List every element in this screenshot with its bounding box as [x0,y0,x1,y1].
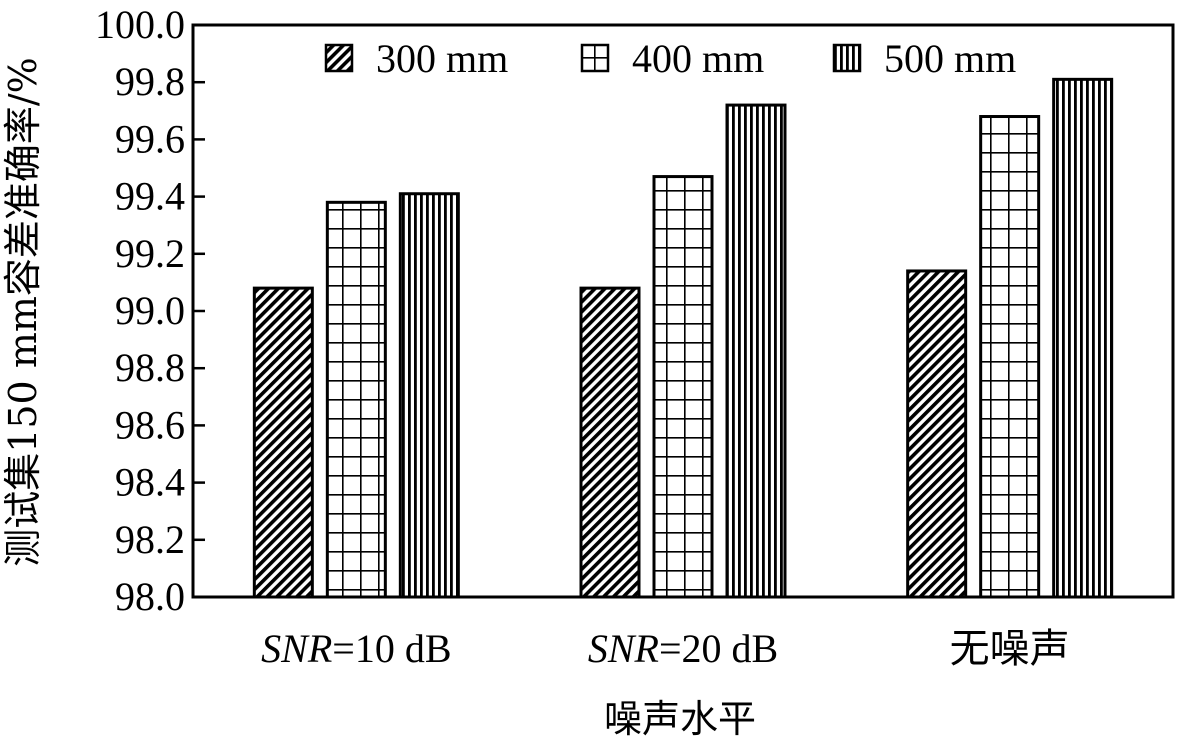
x-category-label: SNR=20 dB [588,626,778,671]
x-category-label: SNR=10 dB [261,626,451,671]
x-category-label: 无噪声 [950,626,1070,672]
y-tick-label: 99.0 [115,288,185,333]
y-tick-label: 99.4 [115,174,185,219]
y-tick-label: 100.0 [95,2,185,47]
y-tick-label: 98.0 [115,574,185,619]
bar-500mm-1 [725,103,787,599]
category-prefix: SNR [261,626,332,671]
category-suffix: 无噪声 [950,626,1070,672]
y-tick-label: 99.6 [115,116,185,161]
x-axis-title: 噪声水平 [604,697,756,741]
legend-swatch-0 [324,43,354,73]
y-axis-title: 测试集150 mm容差准确率/% [1,57,45,567]
bar-300mm-1 [579,286,641,599]
y-tick-label: 98.2 [115,517,185,562]
y-tick-label: 98.6 [115,402,185,447]
legend-swatch-1 [580,43,610,73]
legend-swatch-2 [832,43,862,73]
y-tick-label: 99.2 [115,231,185,276]
category-suffix: =20 dB [659,626,778,671]
y-tick-label: 98.8 [115,345,185,390]
bar-300mm-0 [252,286,314,599]
bar-400mm-2 [979,115,1041,599]
bar-400mm-0 [325,200,387,599]
legend-label: 500 mm [884,36,1016,81]
bar-500mm-0 [398,192,460,599]
bar-500mm-2 [1052,77,1114,599]
y-tick-label: 99.8 [115,59,185,104]
y-tick-label: 98.4 [115,460,185,505]
plot-frame [191,23,1175,599]
category-prefix: SNR [588,626,659,671]
category-suffix: =10 dB [332,626,451,671]
bar-300mm-2 [906,269,968,599]
legend-label: 300 mm [376,36,508,81]
bar-400mm-1 [652,175,714,599]
legend-label: 400 mm [632,36,764,81]
